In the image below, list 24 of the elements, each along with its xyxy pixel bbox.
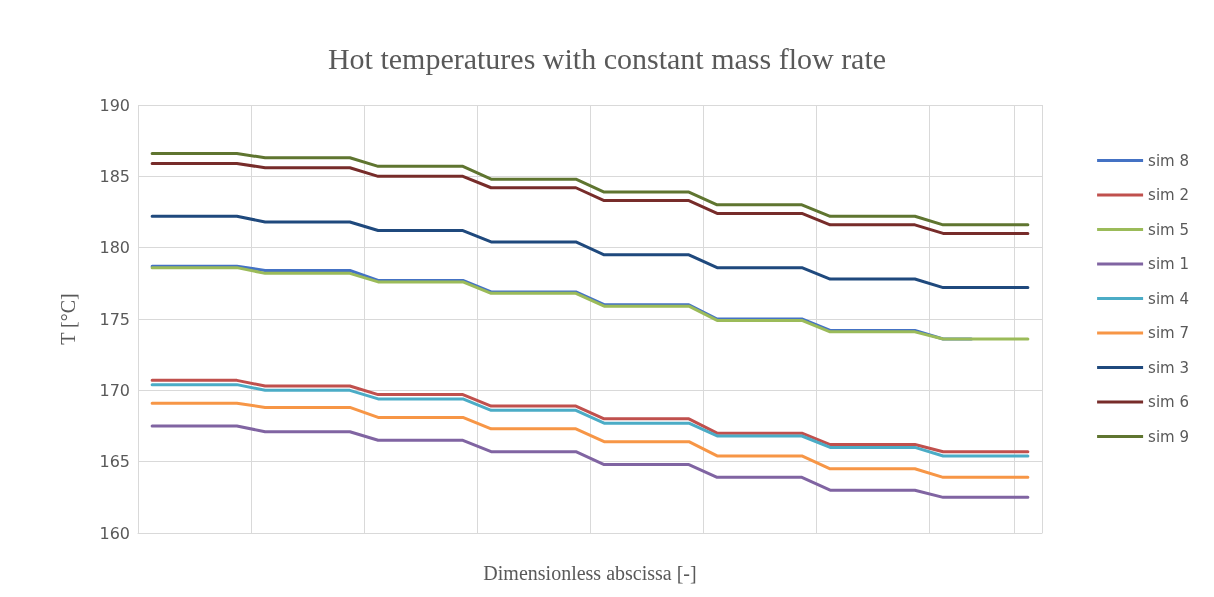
line-series bbox=[150, 152, 1030, 227]
legend-label: sim 8 bbox=[1148, 151, 1189, 170]
y-tick-label: 175 bbox=[99, 309, 130, 329]
y-tick-label: 180 bbox=[99, 238, 130, 258]
y-tick-label: 170 bbox=[99, 380, 130, 400]
line-series bbox=[150, 161, 1030, 235]
legend-label: sim 1 bbox=[1148, 255, 1189, 273]
legend-label: sim 7 bbox=[1148, 324, 1189, 342]
y-tick-label: 165 bbox=[99, 452, 130, 472]
y-axis-title: T [°C] bbox=[57, 293, 79, 345]
line-series bbox=[150, 214, 1030, 290]
legend-label: sim 9 bbox=[1148, 427, 1189, 446]
line-series bbox=[150, 401, 1030, 479]
legend-label: sim 3 bbox=[1148, 358, 1189, 377]
y-tick-label: 185 bbox=[99, 166, 130, 186]
legend-label: sim 6 bbox=[1148, 393, 1189, 411]
legend-label: sim 4 bbox=[1148, 289, 1189, 308]
x-axis-title: Dimensionless abscissa [-] bbox=[483, 562, 697, 584]
line-series bbox=[150, 424, 1030, 499]
y-tick-label: 160 bbox=[99, 523, 130, 543]
legend-label: sim 5 bbox=[1148, 220, 1189, 239]
chart-title: Hot temperatures with constant mass flow rate bbox=[327, 41, 887, 75]
legend-label: sim 2 bbox=[1148, 186, 1189, 204]
y-tick-label: 190 bbox=[99, 95, 130, 115]
